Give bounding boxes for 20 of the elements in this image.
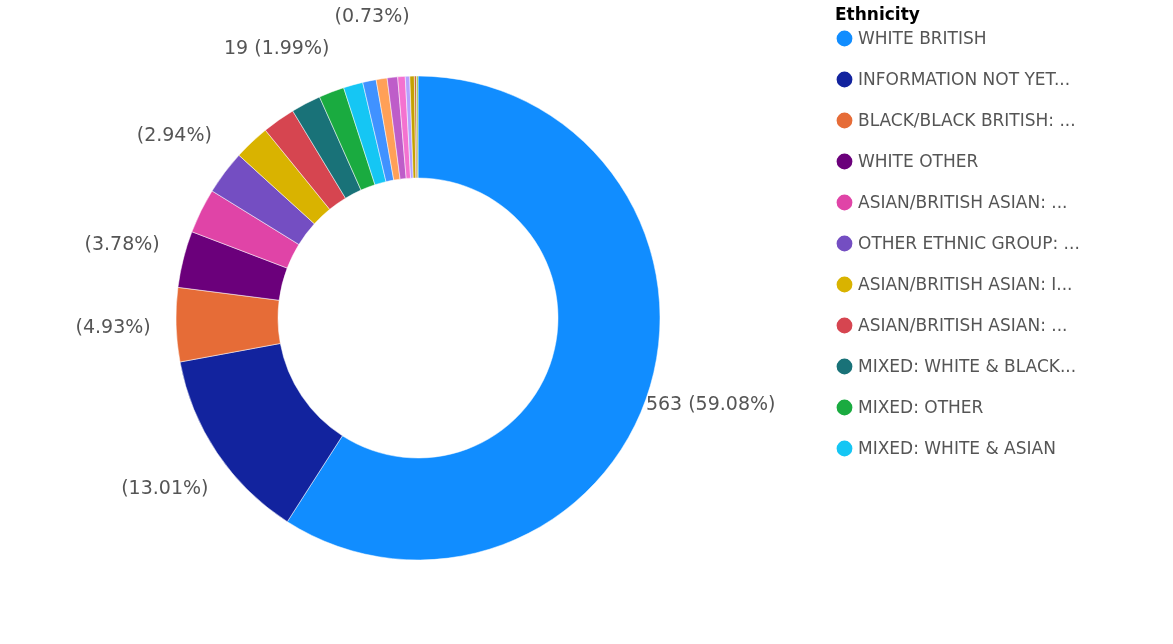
legend-label: ASIAN/BRITISH ASIAN: ...: [858, 191, 1068, 212]
legend-label: INFORMATION NOT YET...: [858, 68, 1071, 89]
legend-label: WHITE OTHER: [858, 150, 979, 171]
data-label: (2.94%): [136, 122, 212, 145]
legend-label: ASIAN/BRITISH ASIAN: I...: [858, 273, 1073, 294]
legend-label: MIXED: OTHER: [858, 396, 984, 417]
legend-title: Ethnicity: [835, 4, 920, 24]
data-label: 563 (59.08%): [645, 391, 776, 414]
legend-label: OTHER ETHNIC GROUP: ...: [858, 232, 1080, 253]
legend-label: MIXED: WHITE & ASIAN: [858, 437, 1056, 458]
legend-label: ASIAN/BRITISH ASIAN: ...: [858, 314, 1068, 335]
legend-label: WHITE BRITISH: [858, 27, 987, 48]
data-label: (4.93%): [75, 314, 151, 337]
legend-label: BLACK/BLACK BRITISH: ...: [858, 109, 1076, 130]
data-label: 19 (1.99%): [224, 35, 330, 58]
donut-slice: [409, 75, 417, 179]
data-label: (13.01%): [121, 476, 209, 499]
data-label: (3.78%): [84, 231, 160, 254]
data-label: (0.73%): [334, 4, 410, 27]
legend-label: MIXED: WHITE & BLACK...: [858, 355, 1077, 376]
